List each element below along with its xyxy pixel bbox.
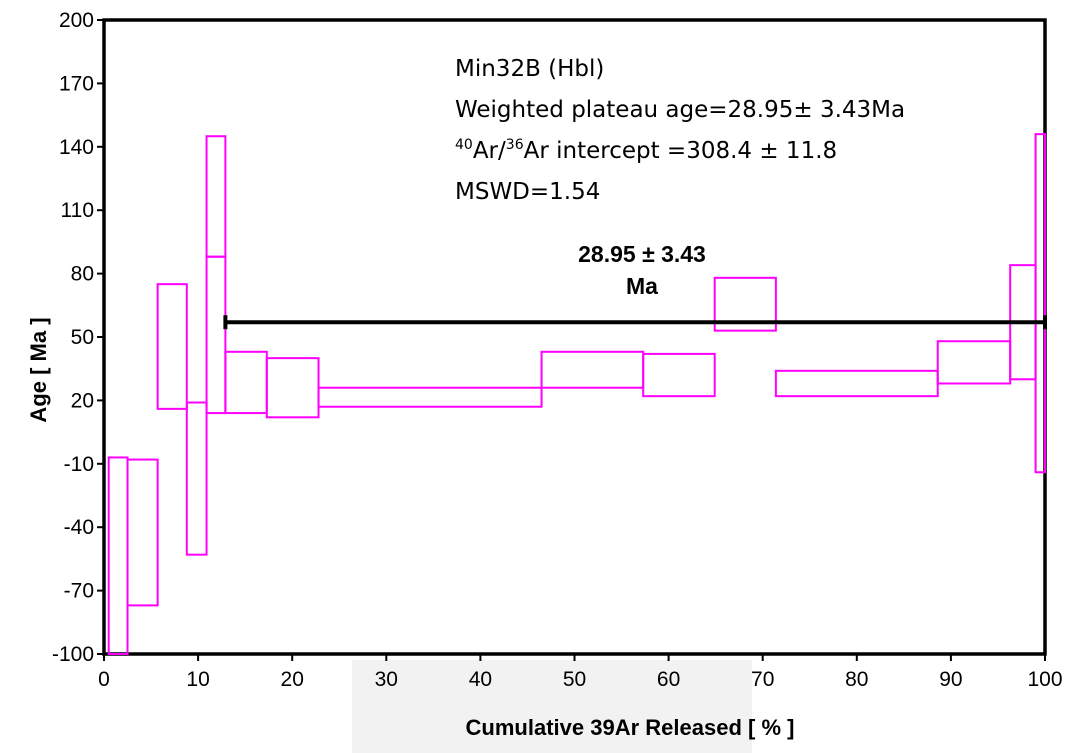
step-box	[265, 357, 320, 419]
step-boxes	[107, 133, 1046, 655]
annotation-intercept-sup-36: 36	[506, 137, 524, 153]
step-box	[1034, 133, 1046, 474]
annotation-intercept-sup-40: 40	[455, 137, 473, 153]
step-box	[205, 255, 227, 415]
step-box	[713, 276, 777, 332]
y-tick-label: 170	[59, 72, 94, 95]
y-tick-label: 80	[71, 263, 94, 286]
y-tick-label: 140	[59, 136, 94, 159]
y-tick-label: -40	[64, 516, 94, 539]
annotation-intercept: 40Ar/36Ar intercept =308.4 ± 11.8	[455, 137, 837, 164]
x-tick-label: 60	[657, 668, 680, 691]
plateau-group	[223, 315, 1047, 330]
x-tick-label: 40	[469, 668, 492, 691]
annotation-sample: Min32B (Hbl)	[455, 56, 604, 82]
step-box	[224, 350, 268, 415]
y-tick-label: 110	[61, 199, 94, 222]
y-axis-ticks: -100 -70 -40 -10 20 50 80 110 140 170 200	[52, 9, 104, 666]
step-box	[126, 458, 159, 607]
watermark	[352, 660, 752, 753]
y-tick-label: -100	[52, 643, 94, 666]
annotation-mswd: MSWD=1.54	[455, 179, 600, 205]
step-box	[107, 456, 129, 655]
annotation-intercept-mid: Ar/	[473, 138, 506, 164]
x-tick-label: 80	[845, 668, 868, 691]
x-tick-label: 10	[186, 668, 209, 691]
step-box	[936, 340, 1012, 385]
y-tick-label: 50	[71, 326, 94, 349]
x-tick-label: 100	[1027, 668, 1062, 691]
x-tick-label: 90	[939, 668, 962, 691]
x-axis-ticks: 0 10 20 30 40 50 60 70 80 90 100	[98, 654, 1063, 691]
x-tick-label: 0	[98, 668, 110, 691]
y-tick-label: -10	[64, 453, 94, 476]
y-tick-label: -70	[64, 580, 94, 603]
step-box	[205, 135, 227, 258]
y-tick-label: 20	[71, 389, 94, 412]
plateau-label-value: 28.95 ± 3.43	[578, 241, 706, 267]
annotation-plateau-age: Weighted plateau age=28.95± 3.43Ma	[455, 97, 905, 123]
x-tick-label: 30	[375, 668, 398, 691]
x-tick-label: 50	[563, 668, 586, 691]
step-box	[317, 386, 543, 408]
step-box	[185, 401, 208, 556]
step-box	[642, 352, 716, 398]
step-box	[774, 369, 939, 398]
x-tick-label: 20	[281, 668, 304, 691]
x-axis-title: Cumulative 39Ar Released [ % ]	[466, 715, 795, 740]
plateau-label-unit: Ma	[626, 273, 658, 299]
step-box	[540, 350, 645, 389]
x-tick-label: 70	[751, 668, 774, 691]
annotation-intercept-tail: Ar intercept =308.4 ± 11.8	[524, 138, 838, 164]
y-axis-title: Age [ Ma ]	[26, 317, 51, 422]
step-box	[156, 283, 188, 410]
y-tick-label: 200	[59, 9, 94, 32]
